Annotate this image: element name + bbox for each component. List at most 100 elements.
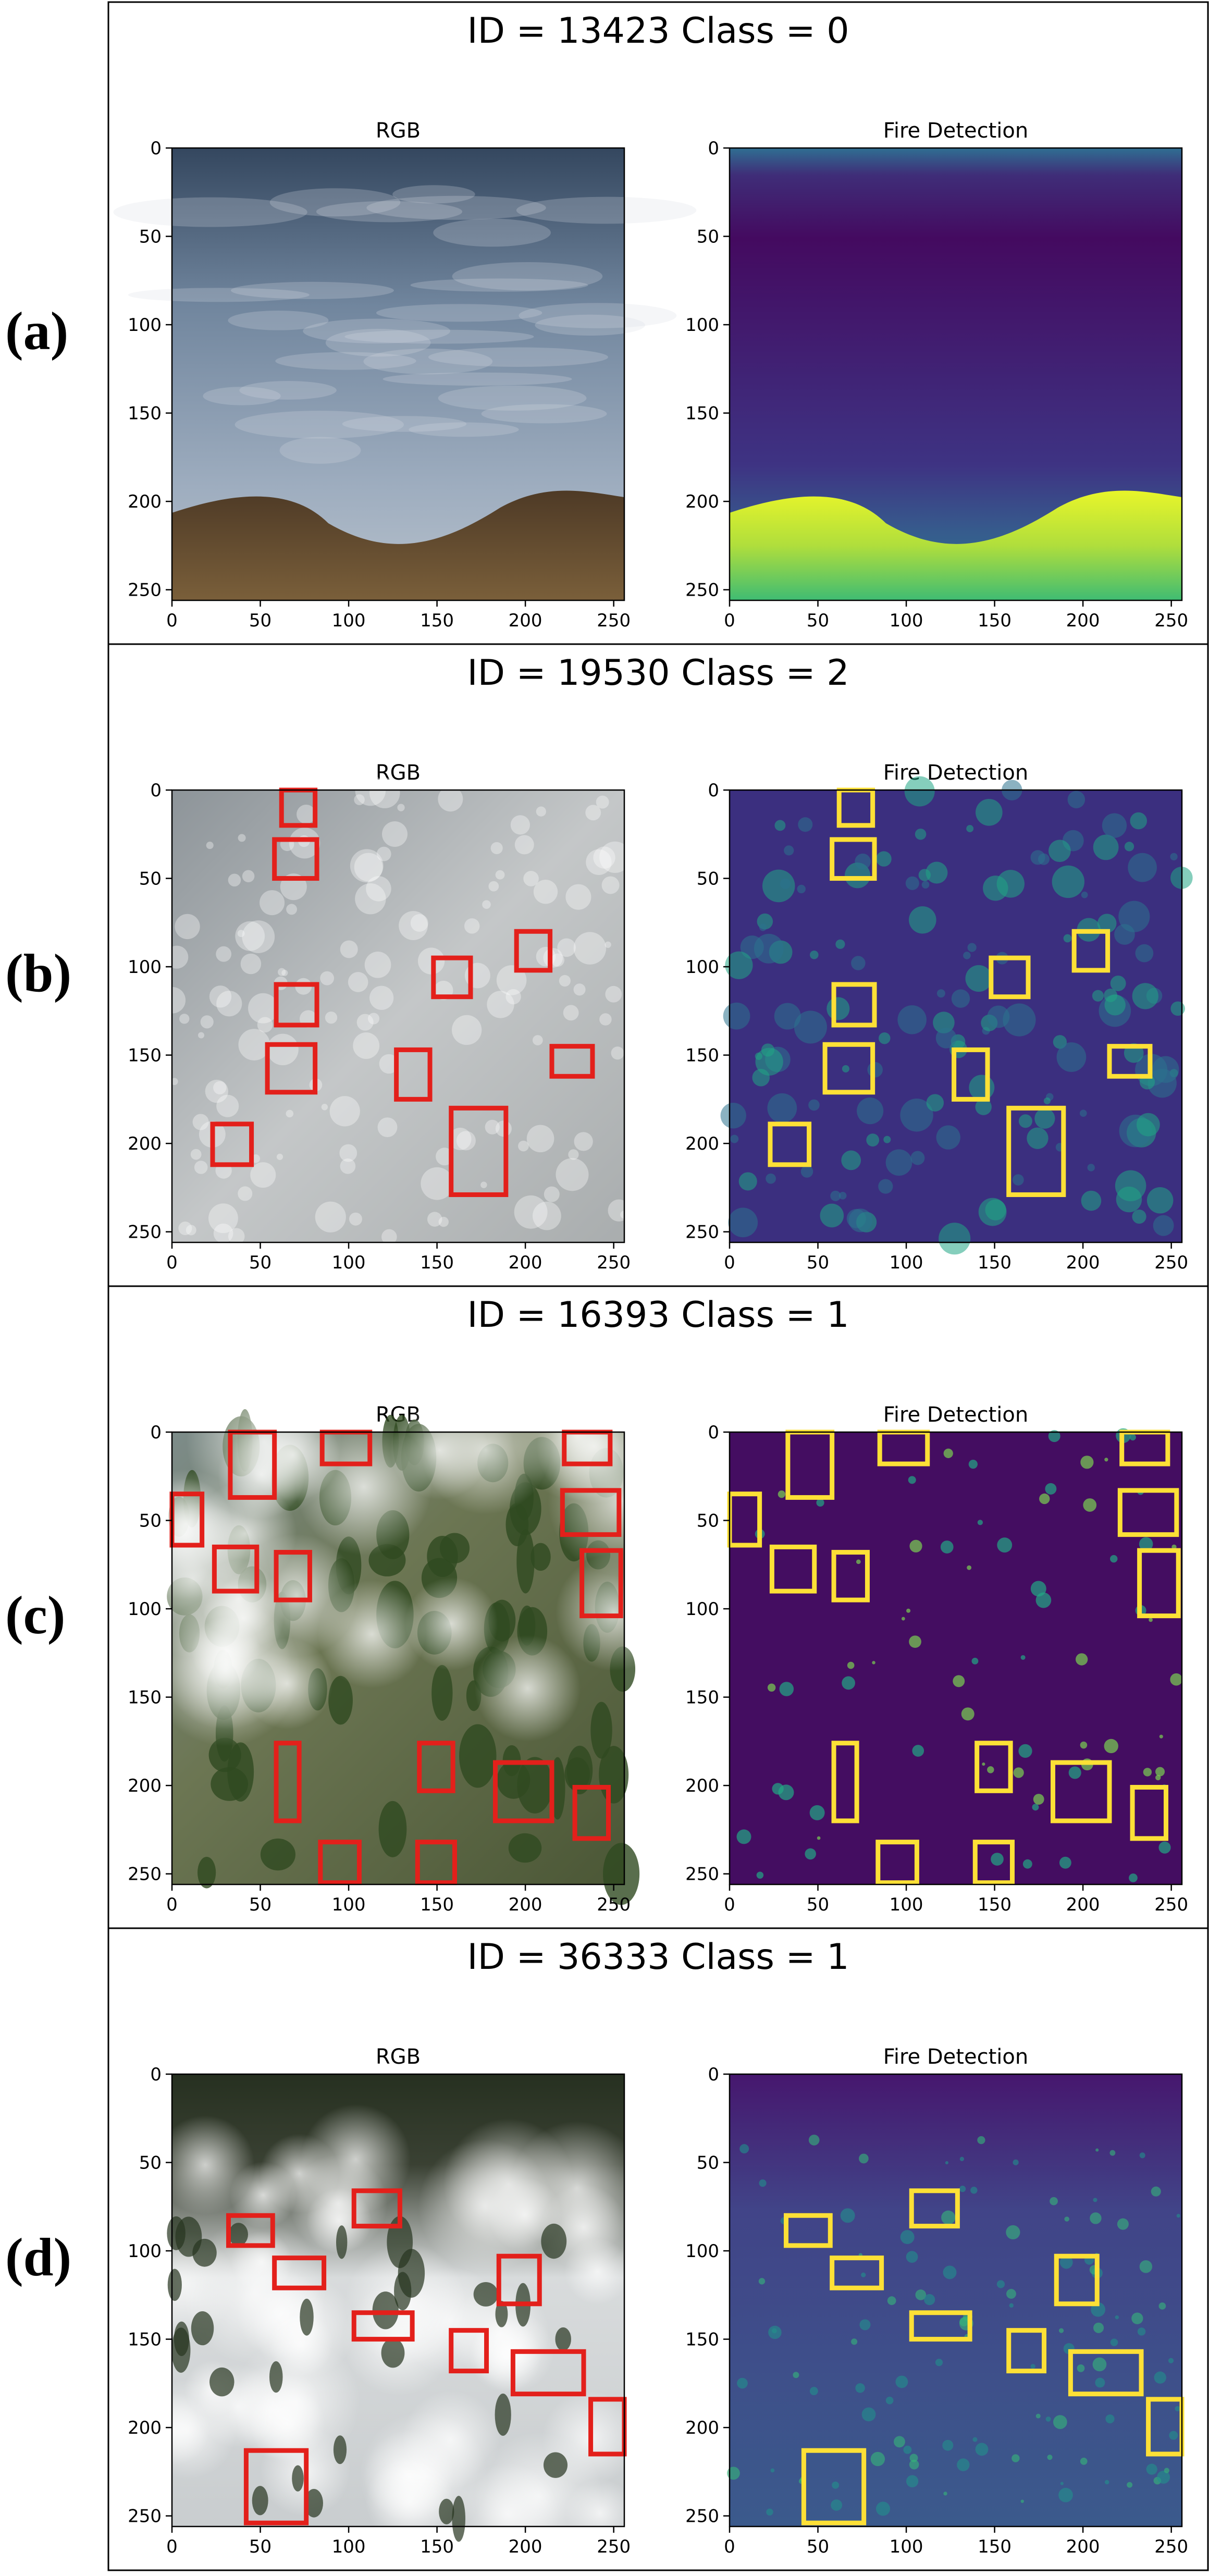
- heat-speckle: [1116, 1186, 1142, 1213]
- smoke-puff: [250, 1162, 276, 1188]
- smoke-puff: [523, 871, 539, 886]
- smoke-puff: [556, 1158, 589, 1191]
- cloud-streak: [481, 404, 607, 424]
- heat-speckle: [885, 1149, 912, 1176]
- tree: [167, 2269, 182, 2301]
- heat-speckle: [727, 2467, 740, 2480]
- y-tick-label: 200: [128, 2418, 162, 2438]
- smoke-puff: [242, 870, 255, 883]
- heat-speckle: [1102, 813, 1127, 838]
- smoke-puff: [556, 1554, 673, 1671]
- heat-speckle: [997, 1537, 1013, 1553]
- axes-frame: [729, 2073, 1183, 2528]
- x-tick-label: 100: [890, 1894, 923, 1915]
- heat-speckle: [951, 989, 970, 1008]
- cloud-streak: [239, 381, 337, 400]
- heat-speckle: [915, 828, 927, 840]
- heat-speckle: [754, 933, 784, 964]
- heat-speckle: [1135, 944, 1154, 963]
- panel-row-d: ID = 36333 Class = 1 (d) RGB 0 50 100 150 200 25…: [5, 1927, 1209, 2571]
- smoke-puff: [192, 1114, 209, 1130]
- smoke-puff: [198, 1032, 205, 1039]
- heat-speckle: [975, 2443, 989, 2456]
- heat-speckle: [771, 2328, 777, 2334]
- tree: [555, 2327, 571, 2351]
- cloud-streak: [275, 352, 416, 370]
- heat-speckle: [835, 939, 845, 949]
- y-tick-label: 250: [128, 1222, 162, 1243]
- detection-box: [768, 1121, 812, 1167]
- heat-speckle: [1151, 2186, 1161, 2197]
- smoke-puff: [608, 1199, 630, 1222]
- heat-speckle: [943, 2265, 957, 2279]
- heat-speckle: [1030, 850, 1045, 865]
- smoke-puff: [496, 965, 527, 995]
- heat-speckle: [935, 1028, 957, 1049]
- subplot-title: Fire Detection: [883, 1403, 1028, 1427]
- detection-box: [831, 1550, 870, 1603]
- subplot-title: RGB: [376, 761, 421, 785]
- tree: [300, 2298, 314, 2336]
- y-tick-label: 150: [685, 2330, 719, 2350]
- heat-speckle: [875, 2501, 891, 2516]
- heat-speckle: [961, 1707, 974, 1721]
- heat-speckle: [996, 2280, 1005, 2288]
- heat-speckle: [941, 2210, 956, 2225]
- detection-box: [1050, 1760, 1112, 1823]
- x-tick-label: 100: [332, 610, 366, 631]
- tree: [495, 2393, 511, 2436]
- panel-title: ID = 19530 Class = 2: [467, 652, 849, 694]
- heat-speckle: [847, 1661, 855, 1669]
- smoke-puff: [596, 795, 609, 809]
- heat-speckle: [841, 1150, 861, 1170]
- smoke-puff: [315, 1201, 346, 1232]
- heat-speckle: [1052, 865, 1084, 898]
- y-tick-label: 100: [128, 1599, 162, 1620]
- y-tick-label: 0: [708, 1422, 719, 1443]
- heat-speckle: [967, 943, 977, 952]
- heat-speckle: [957, 2458, 970, 2471]
- smoke-puff: [179, 1014, 190, 1024]
- x-tick-label: 150: [420, 1894, 454, 1915]
- heat-speckle: [1110, 976, 1126, 991]
- heat-speckle: [1080, 1456, 1094, 1469]
- detection-box: [784, 2213, 833, 2248]
- smoke-puff: [364, 952, 391, 978]
- detection-box: [394, 1047, 433, 1102]
- cloud-streak: [392, 185, 475, 204]
- heat-speckle: [784, 845, 794, 856]
- detection-box: [492, 1760, 554, 1823]
- x-tick-label: 0: [724, 1894, 735, 1915]
- x-tick-label: 100: [332, 2536, 366, 2557]
- detection-box: [572, 1785, 611, 1841]
- detection-box: [449, 2328, 489, 2374]
- detection-box: [265, 1042, 318, 1095]
- smoke-puff: [238, 834, 246, 842]
- smoke-puff: [611, 1046, 624, 1060]
- heat-speckle: [728, 1207, 758, 1238]
- heat-speckle: [830, 1190, 841, 1201]
- heat-speckle: [977, 2136, 985, 2144]
- heat-speckle: [1115, 2315, 1119, 2320]
- heat-speckle: [1043, 1097, 1051, 1104]
- heat-speckle: [1104, 2480, 1109, 2485]
- heat-speckle: [1176, 2214, 1180, 2218]
- heat-speckle: [1153, 1215, 1174, 1236]
- smoke-puff: [208, 1203, 238, 1234]
- y-tick-label: 50: [139, 227, 162, 248]
- y-tick-label: 100: [128, 2241, 162, 2262]
- tree: [439, 1533, 470, 1563]
- heat-speckle: [780, 878, 791, 889]
- detection-box: [1071, 929, 1111, 973]
- x-tick-label: 200: [509, 1894, 542, 1915]
- smoke-puff: [339, 1144, 357, 1162]
- heat-speckle: [867, 1062, 883, 1078]
- heat-speckle: [959, 2186, 966, 2192]
- smoke-puff: [200, 1015, 214, 1029]
- heat-speckle: [1064, 2216, 1069, 2222]
- smoke-puff: [544, 1186, 560, 1202]
- cloud-streak: [383, 372, 572, 386]
- tree: [452, 2496, 466, 2542]
- detection-box: [1117, 1488, 1179, 1537]
- smoke-puff: [194, 1161, 208, 1174]
